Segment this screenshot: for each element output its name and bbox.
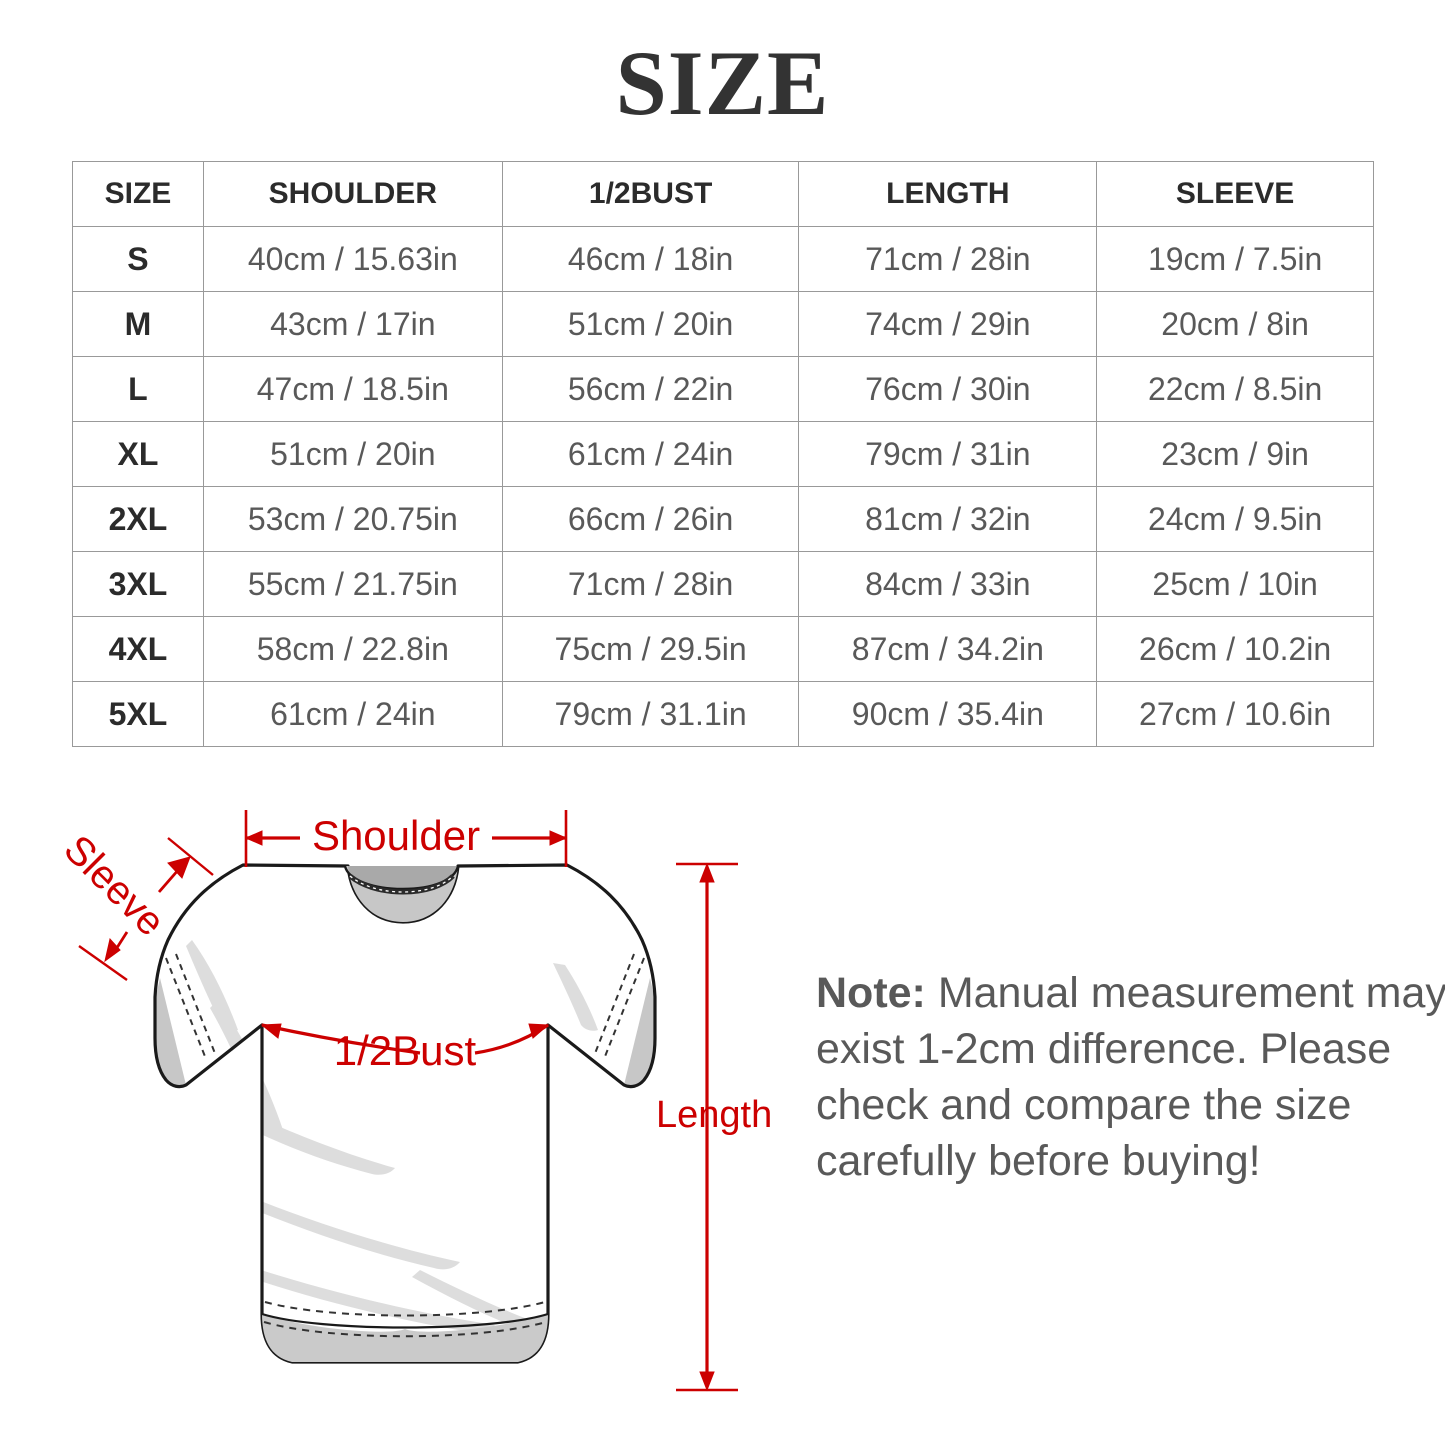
svg-text:Sleeve: Sleeve [55,827,173,945]
svg-text:Shoulder: Shoulder [312,812,480,859]
svg-text:1/2Bust: 1/2Bust [334,1027,477,1074]
svg-text:Length: Length [656,1094,772,1136]
